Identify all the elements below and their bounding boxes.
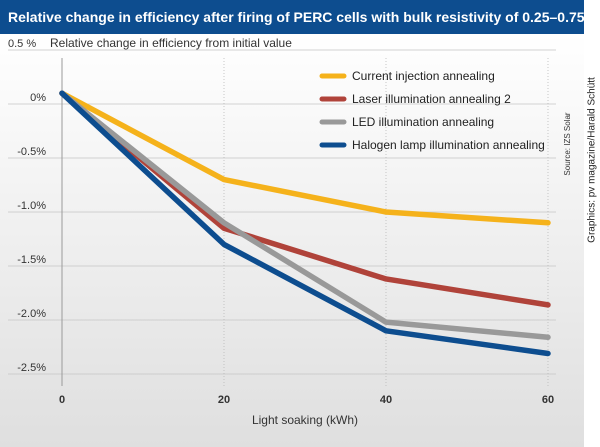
plot-background [0, 34, 584, 447]
y-tick-label: -2.0% [17, 308, 46, 320]
source-note: Source: IZS Solar [563, 112, 572, 175]
x-tick-label: 40 [380, 394, 392, 406]
y-axis-title: Relative change in efficiency from initi… [50, 36, 292, 50]
axes: 0.5 % 0% -0.5% -1.0% -1.5% -2.0% -2.5% Relative… [8, 36, 554, 427]
y-tick-label: -2.5% [17, 362, 46, 374]
x-axis-title: Light soaking (kWh) [252, 413, 358, 427]
y-tick-label: -1.5% [17, 254, 46, 266]
legend-label-2: Laser illumination annealing 2 [352, 92, 511, 106]
legend-label-4: Halogen lamp illumination annealing [352, 138, 545, 152]
series-group [59, 90, 551, 357]
chart-title: Relative change in efficiency after firi… [0, 0, 584, 34]
legend: Current injection annealing Laser illumin… [319, 69, 545, 152]
legend-label-3: LED illumination annealing [352, 115, 494, 129]
graphics-credit-text: Graphics: pv magazine/Harald Schütt [586, 77, 598, 243]
legend-label-1: Current injection annealing [352, 69, 495, 83]
series-line-3 [59, 90, 551, 341]
y-tick-label: 0.5 % [8, 38, 36, 50]
y-tick-label: 0% [30, 92, 46, 104]
x-tick-label: 20 [218, 394, 230, 406]
y-tick-label: -1.0% [17, 200, 46, 212]
y-tick-label: -0.5% [17, 146, 46, 158]
x-tick-label: 0 [59, 394, 65, 406]
x-tick-label: 60 [542, 394, 554, 406]
series-line-1 [59, 90, 551, 226]
series-line-4 [59, 90, 551, 357]
graphics-credit: Graphics: pv magazine/Harald Schütt [585, 40, 599, 280]
line-chart: 0.5 % 0% -0.5% -1.0% -1.5% -2.0% -2.5% Relative… [0, 34, 584, 447]
